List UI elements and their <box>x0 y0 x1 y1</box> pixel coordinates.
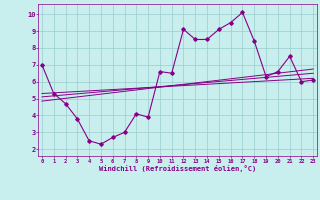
X-axis label: Windchill (Refroidissement éolien,°C): Windchill (Refroidissement éolien,°C) <box>99 165 256 172</box>
